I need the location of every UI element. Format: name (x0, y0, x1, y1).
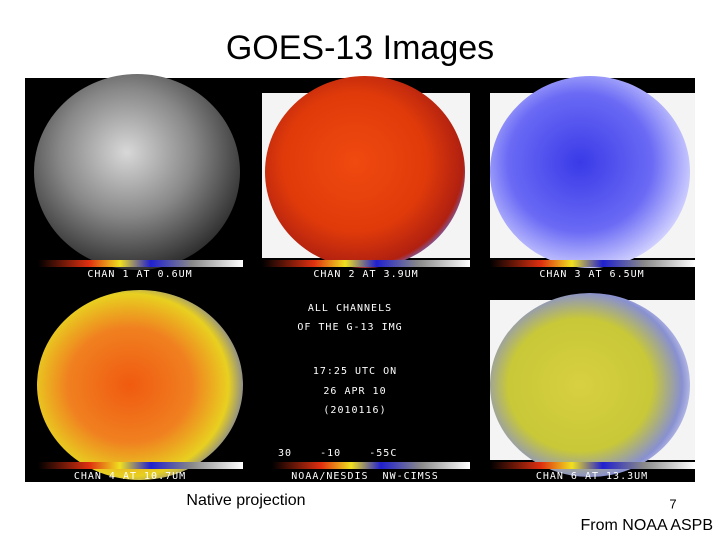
panel-label: CHAN 3 AT 6.5UM (539, 269, 644, 280)
panel-label: CHAN 2 AT 3.9UM (313, 269, 418, 280)
globe (34, 74, 240, 270)
globe (490, 76, 690, 268)
globe (265, 76, 465, 268)
credit-text: NOAA/NESDIS NW-CIMSS (291, 471, 438, 482)
color-bar (272, 462, 470, 469)
color-bar (38, 462, 243, 469)
color-bar (262, 260, 470, 267)
color-bar (490, 260, 695, 267)
title: GOES-13 Images (226, 29, 494, 67)
caption: Native projection (186, 492, 305, 509)
color-bar (490, 462, 695, 469)
page-number: 7 (669, 496, 676, 511)
center-text: (2010116) (323, 405, 386, 416)
center-text: 26 APR 10 (323, 386, 386, 397)
scale-text: 30 -10 -55C (278, 448, 397, 459)
globe (37, 290, 243, 480)
globe (490, 293, 690, 477)
panel-label: CHAN 4 AT 10.7UM (74, 471, 186, 482)
center-text: 17:25 UTC ON (313, 366, 397, 377)
panel-label: CHAN 6 AT 13.3UM (536, 471, 648, 482)
center-text: OF THE G-13 IMG (297, 322, 402, 333)
source: From NOAA ASPB (581, 517, 713, 534)
center-text: ALL CHANNELS (308, 303, 392, 314)
panel-label: CHAN 1 AT 0.6UM (87, 269, 192, 280)
color-bar (38, 260, 243, 267)
